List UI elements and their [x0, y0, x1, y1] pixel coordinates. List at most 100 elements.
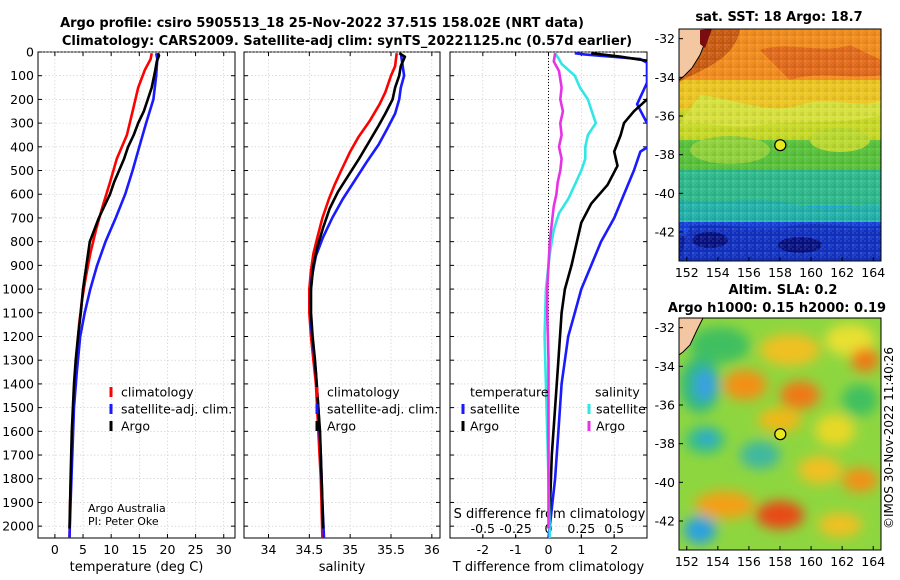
sla-map-xtick-label: 152 [675, 554, 699, 569]
temperature-xtick-label: 15 [131, 542, 147, 557]
sst-map-xtick-label: 156 [737, 265, 761, 280]
sla-argo-location-marker [774, 428, 787, 441]
salinity-legend-label: satellite-adj. clim. [327, 402, 438, 417]
temperature-series-argo [68, 52, 161, 529]
sst-map-xtick-label: 158 [768, 265, 792, 280]
difference-series-salinity-argo [545, 52, 565, 529]
salinity-xtick-label: 35 [342, 542, 358, 557]
sla-map-ytick-label: -40 [655, 475, 675, 490]
depth-tick-label: 1900 [2, 495, 34, 510]
sst-field [679, 29, 881, 261]
depth-tick-label: 2000 [2, 519, 34, 534]
depth-tick-label: 300 [10, 116, 34, 131]
sst-map-xtick-label: 160 [799, 265, 823, 280]
difference-legend-temperature-label: satellite [470, 402, 520, 417]
salinity-diff-xtick-label: -0.25 [499, 521, 531, 536]
difference-legend-temperature-label: Argo [470, 419, 499, 434]
depth-tick-label: 1300 [2, 353, 34, 368]
sla-map: Altim. SLA: 0.2 Argo h1000: 0.15 h2000: … [655, 283, 887, 569]
difference-legend-salinity-label: Argo [596, 419, 625, 434]
figure-title-line1: Argo profile: csiro 5905513_18 25-Nov-20… [60, 16, 584, 31]
credit-line2: PI: Peter Oke [88, 515, 159, 528]
sst-map-ytick-label: -34 [655, 70, 675, 85]
salinity-xtick-label: 36 [424, 542, 440, 557]
temperature-xtick-label: 30 [216, 542, 232, 557]
credit-line1: Argo Australia [88, 502, 166, 515]
depth-tick-label: 1700 [2, 448, 34, 463]
depth-tick-label: 100 [10, 68, 34, 83]
sla-map-ytick-label: -42 [655, 514, 675, 529]
sst-map-ytick-label: -38 [655, 147, 675, 162]
salinity-diff-xtick-label: 0.25 [567, 521, 595, 536]
sst-argo-location-marker [774, 139, 787, 152]
difference-xlabel: T difference from climatology [452, 560, 645, 575]
sla-map-xtick-label: 156 [737, 554, 761, 569]
depth-tick-label: 700 [10, 210, 34, 225]
temperature-legend-label: Argo [121, 419, 150, 434]
sst-map-ytick-label: -32 [655, 31, 675, 46]
depth-tick-label: 200 [10, 92, 34, 107]
difference-legend-salinity-title: salinity [595, 385, 640, 400]
sla-map-title-line2: Argo h1000: 0.15 h2000: 0.19 [668, 301, 886, 316]
sst-map: sat. SST: 18 Argo: 18.7 152 154 156 1 [655, 10, 886, 280]
salinity-panel: 34 34.5 35 35.5 36 salinity climatology satelli… [243, 51, 441, 575]
temperature-xlabel: temperature (deg C) [70, 560, 204, 575]
difference-xtick-label: -2 [477, 542, 489, 557]
depth-tick-label: 1000 [2, 282, 34, 297]
salinity-xtick-label: 35.5 [377, 542, 405, 557]
sst-map-title: sat. SST: 18 Argo: 18.7 [695, 10, 862, 25]
temperature-xtick-label: 20 [160, 542, 176, 557]
figure-title-line2: Climatology: CARS2009. Satellite-adj cli… [62, 34, 632, 49]
salinity-legend-label: climatology [327, 385, 400, 400]
temperature-xtick-label: 5 [79, 542, 87, 557]
sla-map-xtick-label: 164 [861, 554, 885, 569]
sst-map-ytick-label: -42 [655, 225, 675, 240]
difference-xtick-label: 0 [545, 542, 553, 557]
depth-tick-label: 0 [26, 45, 34, 60]
sla-map-title-line1: Altim. SLA: 0.2 [729, 283, 838, 298]
depth-tick-label: 1400 [2, 376, 34, 391]
sst-map-xtick-label: 154 [706, 265, 730, 280]
depth-tick-label: 400 [10, 139, 34, 154]
sst-map-xtick-label: 164 [861, 265, 885, 280]
salinity-diff-xtick-label: -0.5 [471, 521, 495, 536]
depth-tick-label: 600 [10, 187, 34, 202]
depth-tick-label: 800 [10, 234, 34, 249]
sla-map-ytick-label: -32 [655, 320, 675, 335]
depth-tick-label: 1200 [2, 329, 34, 344]
sla-map-xtick-label: 160 [799, 554, 823, 569]
temperature-xtick-label: 25 [188, 542, 204, 557]
sla-map-xtick-label: 158 [768, 554, 792, 569]
difference-legend-salinity-label: satellite [596, 402, 646, 417]
difference-series-temperature-satellite [547, 52, 647, 538]
depth-tick-label: 1600 [2, 424, 34, 439]
difference-xtick-label: -1 [509, 542, 521, 557]
temperature-legend-label: satellite-adj. clim. [121, 402, 232, 417]
salinity-axes-frame [243, 51, 441, 539]
sla-map-xtick-label: 154 [706, 554, 730, 569]
temperature-legend-label: climatology [121, 385, 194, 400]
sla-map-xtick-label: 162 [830, 554, 854, 569]
depth-tick-label: 1800 [2, 471, 34, 486]
depth-tick-label: 500 [10, 163, 34, 178]
sst-map-xtick-label: 152 [675, 265, 699, 280]
temperature-xtick-label: 0 [51, 542, 59, 557]
difference-legend-temperature-title: temperature [470, 385, 549, 400]
sla-map-ytick-label: -36 [655, 398, 675, 413]
difference-series-salinity-satellite [543, 52, 598, 538]
depth-tick-label: 1500 [2, 400, 34, 415]
difference-series-temperature-argo [547, 52, 647, 529]
salinity-xtick-label: 34 [261, 542, 277, 557]
sst-map-ytick-label: -40 [655, 186, 675, 201]
depth-tick-label: 1100 [2, 305, 34, 320]
temperature-panel: 0100200300400500600700800900100011001200… [2, 45, 236, 575]
salinity-legend-label: Argo [327, 419, 356, 434]
sst-map-xtick-label: 162 [830, 265, 854, 280]
salinity-diff-xtick-label: 0.5 [604, 521, 624, 536]
difference-xtick-label: 2 [610, 542, 618, 557]
temperature-xtick-label: 10 [103, 542, 119, 557]
timestamp: ©IMOS 30-Nov-2022 11:40:26 [882, 347, 896, 529]
difference-xtick-label: 1 [577, 542, 585, 557]
salinity-series-argo [309, 52, 407, 529]
